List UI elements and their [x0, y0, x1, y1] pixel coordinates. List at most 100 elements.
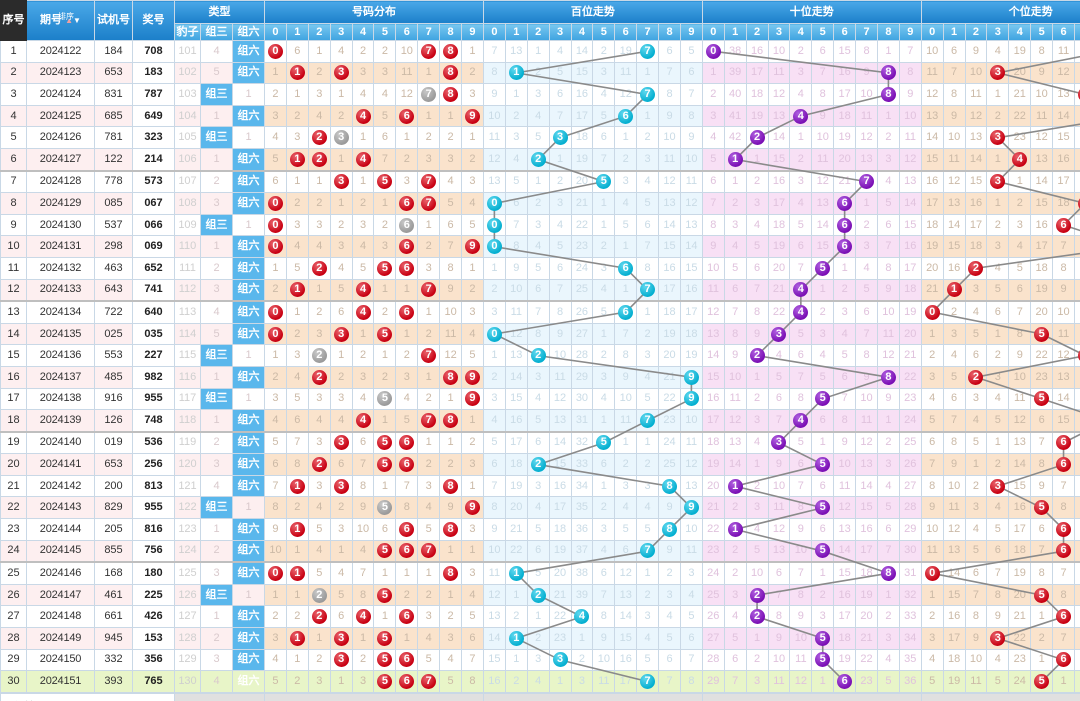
th-bai-digit-4[interactable]: 4 — [570, 23, 594, 41]
th-ge-digit-0[interactable]: 0 — [920, 23, 944, 41]
table-row[interactable]: 16 2024137 485 982 116 1 组六 2 4 2 2 3 2 3 1 8 9 2 14 3 11 29 3… — [0, 365, 1080, 389]
table-row[interactable]: 3 2024124 831 787 103 组三 1 2 1 3 1 4 4 12 7 8 3 9 1 3 6 16 4 12… — [0, 83, 1080, 106]
th-shi-digit-9[interactable]: 9 — [898, 23, 922, 41]
th-ge-digit-6[interactable]: 6 — [1052, 23, 1075, 41]
th-type-baozi[interactable]: 豹子 — [174, 23, 201, 41]
table-row[interactable]: 30 2024151 393 765 130 4 组六 5 2 3 1 3 5 6 7 5 8 16 2 4 1 3 11 1… — [0, 670, 1080, 693]
table-row[interactable]: 6 2024127 122 214 106 1 组六 5 1 2 1 4 7 2 3 3 2 12 4 2 1 19 7 2 3… — [0, 147, 1080, 172]
th-type-zu6[interactable]: 组六 — [231, 23, 266, 41]
table-row[interactable]: 27 2024148 661 426 127 1 组六 2 2 2 6 4 1 6 3 2 5 13 2 1 22 4 8 1… — [0, 605, 1080, 629]
th-test[interactable]: 试机号 — [94, 0, 133, 41]
th-bai-digit-3[interactable]: 3 — [548, 23, 572, 41]
th-prize[interactable]: 奖号 — [132, 0, 175, 41]
predict-type[interactable] — [174, 692, 266, 701]
cell-issue[interactable]: 2024150 — [26, 648, 95, 672]
th-dist-digit-9[interactable]: 9 — [461, 23, 484, 41]
th-shi-digit-1[interactable]: 1 — [723, 23, 747, 41]
th-shi-digit-5[interactable]: 5 — [811, 23, 835, 41]
predict-dist[interactable] — [264, 692, 484, 701]
cell-issue[interactable]: 2024122 — [26, 40, 95, 63]
th-bai-digit-8[interactable]: 8 — [658, 23, 681, 41]
table-row[interactable]: 17 2024138 916 955 117 组三 1 3 5 3 3 4 5 4 2 1 9 3 15 4 12 30 4… — [0, 387, 1080, 411]
table-row[interactable]: 13 2024134 722 640 113 4 组六 0 1 2 6 4 2 6 1 10 3 3 11 7 8 26 5… — [0, 300, 1080, 324]
sort-label[interactable]: 排序 — [58, 12, 75, 21]
th-bai-digit-2[interactable]: 2 — [526, 23, 550, 41]
th-dist-digit-0[interactable]: 0 — [264, 23, 287, 41]
cell-issue[interactable]: 2024140 — [26, 430, 95, 455]
table-row[interactable]: 18 2024139 126 748 118 1 组六 4 6 4 4 4 1 5 7 8 1 4 16 5 13 31 1… — [0, 409, 1080, 433]
predict-bai[interactable] — [482, 692, 703, 701]
th-shi-digit-0[interactable]: 0 — [701, 23, 725, 41]
table-row[interactable]: 29 2024150 332 356 129 3 组六 4 1 2 3 2 5 6 5 4 7 15 1 3 3 2 10 1… — [0, 648, 1080, 672]
table-row[interactable]: 26 2024147 461 225 126 组三 1 1 1 2 5 8 5 2 2 1 4 12 1 2 21 39 7… — [0, 583, 1080, 607]
cell-issue[interactable]: 2024128 — [26, 169, 95, 194]
th-type-zu3[interactable]: 组三 — [200, 23, 233, 41]
predict-ge[interactable] — [920, 692, 1080, 701]
cell-issue[interactable]: 2024123 — [26, 61, 95, 85]
cell-issue[interactable]: 2024146 — [26, 561, 95, 585]
cell-issue[interactable]: 2024139 — [26, 409, 95, 433]
table-row[interactable]: 8 2024129 085 067 108 3 组六 0 2 2 1 2 1 6 7 5 4 0 6 2 3 21 1 4 5 1… — [0, 192, 1080, 215]
cell-issue[interactable]: 2024143 — [26, 496, 95, 520]
th-dist-digit-4[interactable]: 4 — [351, 23, 375, 41]
th-issue[interactable]: 期号 排序 ▲▼ — [26, 0, 95, 41]
cell-issue[interactable]: 2024130 — [26, 213, 95, 237]
table-row[interactable]: 22 2024143 829 955 122 组三 1 8 2 4 2 9 5 8 4 9 9 8 20 4 17 35 2… — [0, 496, 1080, 520]
table-row[interactable]: 12 2024133 643 741 112 3 组六 2 1 1 5 4 1 1 7 9 2 2 10 6 7 25 4 1… — [0, 278, 1080, 302]
th-ge-digit-5[interactable]: 5 — [1030, 23, 1054, 41]
table-row[interactable]: 25 2024146 168 180 125 3 组六 0 1 5 4 7 1 1 1 8 3 11 1 5 20 38 6… — [0, 561, 1080, 585]
table-row[interactable]: 4 2024125 685 649 104 1 组六 3 2 4 2 4 5 6 1 1 9 10 2 4 7 17 5 6 1… — [0, 104, 1080, 128]
table-row[interactable]: 2 2024123 653 183 102 5 组六 1 1 2 3 3 3 11 1 8 2 8 1 2 5 15 3 11… — [0, 61, 1080, 85]
th-bai-digit-5[interactable]: 5 — [592, 23, 616, 41]
cell-issue[interactable]: 2024126 — [26, 126, 95, 149]
cell-issue[interactable]: 2024144 — [26, 518, 95, 541]
th-dist-digit-7[interactable]: 7 — [417, 23, 441, 41]
th-dist-digit-1[interactable]: 1 — [285, 23, 309, 41]
cell-issue[interactable]: 2024133 — [26, 278, 95, 302]
table-row[interactable]: 11 2024132 463 652 111 2 组六 1 5 2 4 5 5 6 3 8 1 1 9 5 6 24 3 6 8… — [0, 256, 1080, 280]
th-bai-digit-9[interactable]: 9 — [679, 23, 703, 41]
cell-issue[interactable]: 2024131 — [26, 235, 95, 258]
cell-issue[interactable]: 2024151 — [26, 670, 95, 693]
cell-issue[interactable]: 2024134 — [26, 300, 95, 324]
cell-issue[interactable]: 2024125 — [26, 104, 95, 128]
th-dist-digit-2[interactable]: 2 — [307, 23, 331, 41]
cell-issue[interactable]: 2024148 — [26, 605, 95, 629]
th-bai-digit-1[interactable]: 1 — [504, 23, 528, 41]
th-shi-digit-3[interactable]: 3 — [767, 23, 791, 41]
th-shi-digit-6[interactable]: 6 — [833, 23, 857, 41]
th-ge-digit-1[interactable]: 1 — [942, 23, 966, 41]
cell-issue[interactable]: 2024145 — [26, 539, 95, 563]
th-bai-digit-7[interactable]: 7 — [636, 23, 660, 41]
sort-arrows-icon[interactable]: ▲▼ — [65, 16, 81, 25]
th-ge-digit-3[interactable]: 3 — [986, 23, 1010, 41]
table-row[interactable]: 10 2024131 298 069 110 1 组六 0 4 4 3 4 3 6 2 7 9 0 8 4 5 23 2 1 7… — [0, 235, 1080, 258]
th-ge-digit-2[interactable]: 2 — [964, 23, 988, 41]
cell-issue[interactable]: 2024137 — [26, 365, 95, 389]
cell-issue[interactable]: 2024147 — [26, 583, 95, 607]
th-shi-digit-4[interactable]: 4 — [789, 23, 813, 41]
cell-issue[interactable]: 2024142 — [26, 474, 95, 498]
th-shi-digit-8[interactable]: 8 — [876, 23, 900, 41]
cell-issue[interactable]: 2024124 — [26, 83, 95, 106]
th-dist-digit-8[interactable]: 8 — [439, 23, 463, 41]
table-row[interactable]: 7 2024128 778 573 107 2 组六 6 1 1 3 1 5 3 7 4 3 13 5 1 2 20 5 3 4… — [0, 169, 1080, 194]
table-row[interactable]: 28 2024149 945 153 128 2 组六 3 1 1 3 1 5 1 4 3 6 14 1 2 23 1 9 1… — [0, 627, 1080, 650]
cell-issue[interactable]: 2024135 — [26, 322, 95, 346]
cell-issue[interactable]: 2024132 — [26, 256, 95, 280]
table-row[interactable]: 14 2024135 025 035 114 5 组六 0 2 3 3 1 5 1 2 11 4 0 12 8 9 27 1… — [0, 322, 1080, 346]
table-row[interactable]: 19 2024140 019 536 119 2 组六 5 7 3 3 6 5 6 1 1 2 5 17 6 14 32 5… — [0, 430, 1080, 455]
cell-issue[interactable]: 2024129 — [26, 192, 95, 215]
table-row[interactable]: 21 2024142 200 813 121 4 组六 7 1 3 3 8 1 7 3 8 1 7 19 3 16 34 1… — [0, 474, 1080, 498]
th-dist-digit-6[interactable]: 6 — [395, 23, 419, 41]
th-dist-digit-3[interactable]: 3 — [329, 23, 353, 41]
table-row[interactable]: 23 2024144 205 816 123 1 组六 9 1 5 3 10 6 6 5 8 3 9 21 5 18 36… — [0, 518, 1080, 541]
table-row[interactable]: 1 2024122 184 708 101 4 组六 0 6 1 4 2 2 10 7 8 1 7 13 1 4 14 2 1… — [0, 40, 1080, 63]
th-bai-digit-0[interactable]: 0 — [482, 23, 506, 41]
table-row[interactable]: 20 2024141 653 256 120 3 组六 6 8 2 6 7 5 6 2 2 3 6 18 2 15 33 6… — [0, 453, 1080, 476]
th-ge-digit-7[interactable]: 7 — [1073, 23, 1080, 41]
th-bai-digit-6[interactable]: 6 — [614, 23, 638, 41]
table-row[interactable]: 15 2024136 553 227 115 组三 1 1 3 2 1 2 1 2 7 12 5 1 13 2 10 28… — [0, 344, 1080, 367]
predict-shi[interactable] — [701, 692, 922, 701]
cell-issue[interactable]: 2024138 — [26, 387, 95, 411]
